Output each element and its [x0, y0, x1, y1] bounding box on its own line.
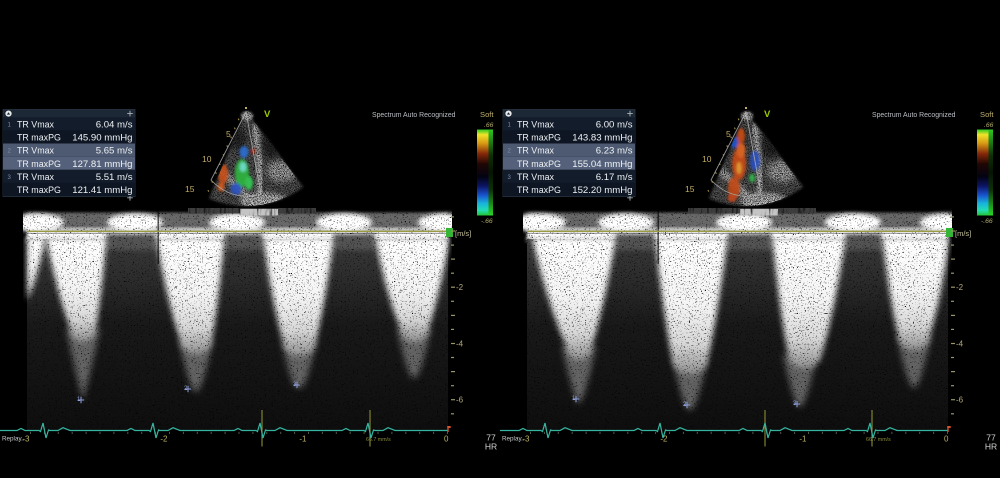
svg-text:1: 1 [508, 123, 512, 129]
svg-text:.66: .66 [484, 122, 494, 129]
svg-text:TR maxPG: TR maxPG [17, 159, 61, 169]
svg-text:V: V [764, 109, 771, 120]
svg-text:[m/s]: [m/s] [455, 229, 471, 238]
svg-text:-.66: -.66 [481, 218, 493, 225]
svg-text:15: 15 [685, 184, 695, 194]
svg-text:TR Vmax: TR Vmax [17, 172, 55, 182]
svg-text:-2: -2 [160, 435, 168, 444]
svg-text:152.20 mmHg: 152.20 mmHg [572, 185, 632, 196]
svg-text:-4: -4 [956, 340, 964, 349]
svg-text:TR Vmax: TR Vmax [517, 146, 555, 156]
svg-text:-3: -3 [22, 435, 30, 444]
svg-text:-2: -2 [956, 283, 964, 292]
svg-text:TR maxPG: TR maxPG [17, 133, 61, 143]
svg-text:77: 77 [486, 433, 496, 443]
svg-text:V: V [264, 109, 271, 120]
svg-text:2: 2 [508, 149, 512, 155]
svg-text:TR maxPG: TR maxPG [517, 159, 561, 169]
svg-text:145.90 mmHg: 145.90 mmHg [72, 133, 132, 144]
svg-text:5: 5 [726, 129, 731, 139]
svg-text:6.04 m/s: 6.04 m/s [96, 120, 133, 131]
svg-text:143.83 mmHg: 143.83 mmHg [572, 133, 632, 144]
svg-text:155.04 mmHg: 155.04 mmHg [572, 159, 632, 170]
svg-text:10: 10 [202, 154, 212, 164]
svg-text:6.23 m/s: 6.23 m/s [596, 146, 633, 157]
svg-text:66.7 mm/s: 66.7 mm/s [366, 437, 391, 443]
svg-text:Spectrum Auto Recognized: Spectrum Auto Recognized [872, 112, 956, 119]
svg-text:HR: HR [985, 442, 997, 452]
svg-text:-2: -2 [456, 283, 464, 292]
svg-text:-6: -6 [456, 396, 464, 405]
svg-text:77: 77 [986, 433, 996, 443]
svg-text:66.7 mm/s: 66.7 mm/s [866, 437, 891, 443]
svg-text:Spectrum Auto Recognized: Spectrum Auto Recognized [372, 112, 456, 119]
svg-text:TR maxPG: TR maxPG [517, 185, 561, 195]
svg-text:0: 0 [444, 435, 449, 444]
svg-text:-.66: -.66 [981, 218, 993, 225]
svg-text:5.65 m/s: 5.65 m/s [96, 146, 133, 157]
svg-text:-2: -2 [660, 435, 668, 444]
svg-text:5.51 m/s: 5.51 m/s [96, 172, 133, 183]
svg-text:TR Vmax: TR Vmax [17, 146, 55, 156]
svg-text:6.17 m/s: 6.17 m/s [596, 172, 633, 183]
svg-text:Soft: Soft [980, 110, 994, 119]
svg-text:10: 10 [702, 154, 712, 164]
svg-text:1: 1 [8, 123, 12, 129]
svg-text:3: 3 [508, 175, 512, 181]
svg-text:-3: -3 [522, 435, 530, 444]
svg-text:5: 5 [226, 129, 231, 139]
svg-text:Soft: Soft [480, 110, 494, 119]
svg-text:-1: -1 [299, 435, 307, 444]
svg-text:TR Vmax: TR Vmax [17, 120, 55, 130]
svg-text:Replay..: Replay.. [2, 436, 25, 443]
svg-text:TR Vmax: TR Vmax [517, 120, 555, 130]
svg-text:HR: HR [485, 442, 497, 452]
svg-text:TR Vmax: TR Vmax [517, 172, 555, 182]
svg-text:121.41 mmHg: 121.41 mmHg [72, 185, 132, 196]
svg-text:Replay..: Replay.. [502, 436, 525, 443]
svg-text:-6: -6 [956, 396, 964, 405]
svg-text:6.00 m/s: 6.00 m/s [596, 120, 633, 131]
svg-text:2: 2 [8, 149, 12, 155]
svg-text:.66: .66 [984, 122, 994, 129]
svg-text:127.81 mmHg: 127.81 mmHg [72, 159, 132, 170]
svg-text:-4: -4 [456, 340, 464, 349]
svg-text:15: 15 [185, 184, 195, 194]
svg-text:TR maxPG: TR maxPG [517, 133, 561, 143]
svg-text:3: 3 [8, 175, 12, 181]
svg-text:-1: -1 [799, 435, 807, 444]
svg-text:0: 0 [944, 435, 949, 444]
svg-text:TR maxPG: TR maxPG [17, 185, 61, 195]
svg-text:[m/s]: [m/s] [955, 229, 971, 238]
